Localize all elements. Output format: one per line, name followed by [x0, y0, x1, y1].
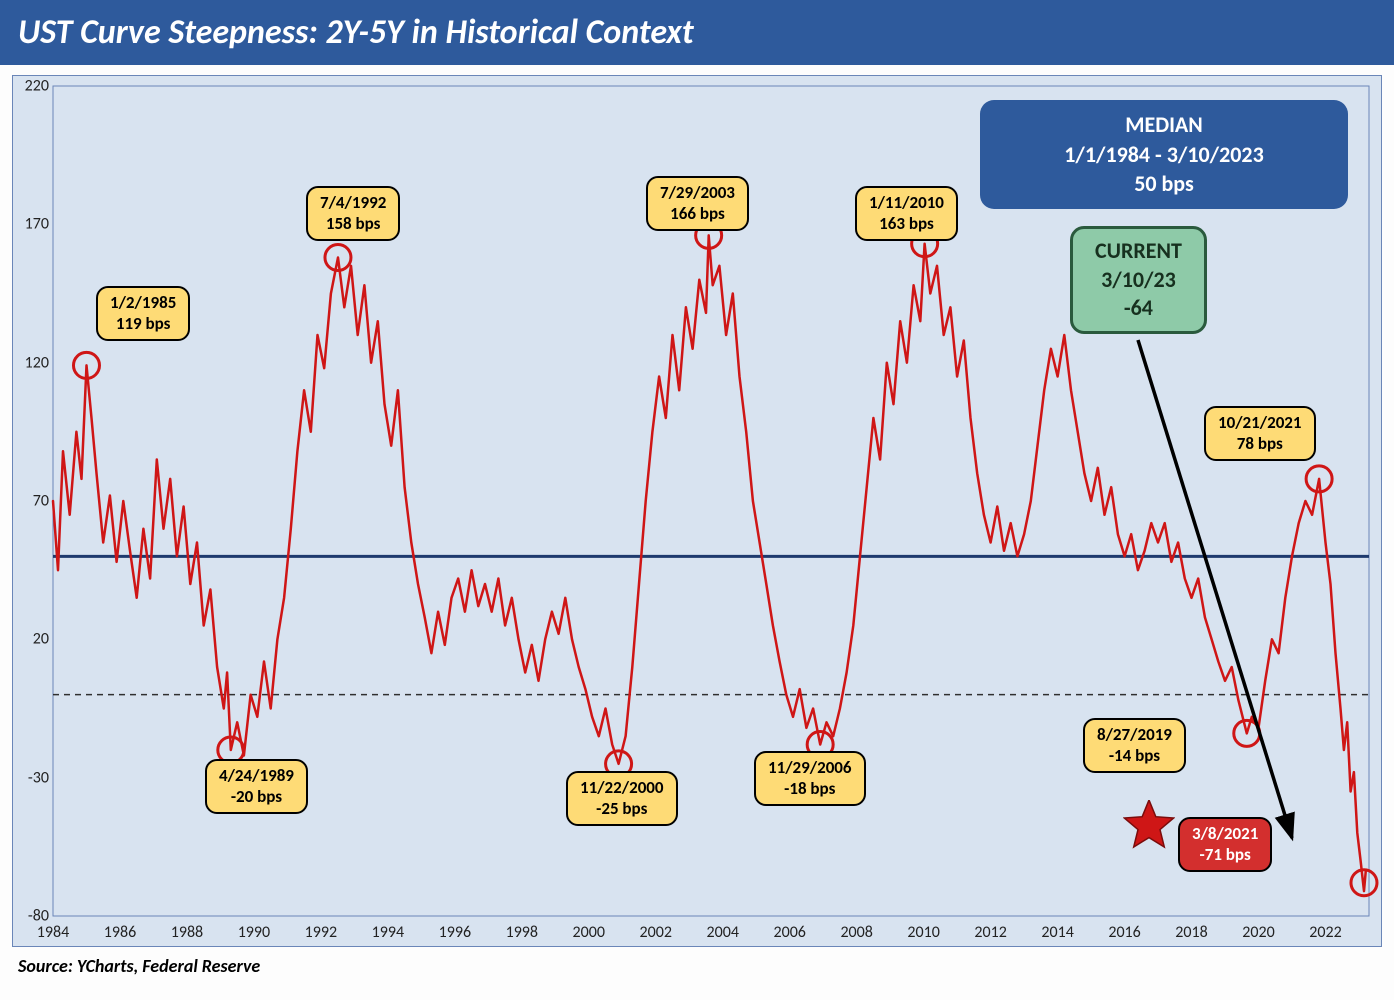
x-axis-tick: 2010 [907, 923, 939, 942]
callout-label: 7/4/1992158 bps [306, 186, 400, 241]
x-axis-tick: 1998 [506, 923, 538, 942]
x-axis-tick: 2022 [1309, 923, 1341, 942]
x-axis-tick: 1984 [37, 923, 69, 942]
x-axis-tick: 1996 [439, 923, 471, 942]
y-axis-tick: -30 [15, 768, 49, 787]
callout-label: 11/22/2000-25 bps [566, 771, 678, 826]
source-footer: Source: YCharts, Federal Reserve [18, 955, 1376, 977]
y-axis-tick: 120 [15, 353, 49, 372]
callout-label: 10/21/202178 bps [1204, 406, 1316, 461]
chart-title: UST Curve Steepness: 2Y-5Y in Historical… [0, 0, 1394, 65]
y-axis-tick: 70 [15, 492, 49, 511]
plot-area: -80-302070120170220198419861988199019921… [53, 86, 1369, 916]
x-axis-tick: 1994 [372, 923, 404, 942]
x-axis-tick: 2000 [573, 923, 605, 942]
callout-label: 7/29/2003166 bps [646, 176, 749, 231]
x-axis-tick: 2020 [1242, 923, 1274, 942]
callout-label: 8/27/2019-14 bps [1083, 718, 1186, 773]
y-axis-tick: 220 [15, 77, 49, 96]
callout-label: 11/29/2006-18 bps [754, 751, 866, 806]
median-box: MEDIAN1/1/1984 - 3/10/202350 bps [980, 100, 1348, 209]
x-axis-tick: 1988 [171, 923, 203, 942]
x-axis-tick: 2004 [707, 923, 739, 942]
x-axis-tick: 2008 [840, 923, 872, 942]
current-box: CURRENT3/10/23-64 [1070, 226, 1207, 334]
x-axis-tick: 2016 [1108, 923, 1140, 942]
callout-label: 4/24/1989-20 bps [205, 759, 308, 814]
y-axis-tick: 20 [15, 630, 49, 649]
x-axis-tick: 2012 [974, 923, 1006, 942]
x-axis-tick: 2002 [640, 923, 672, 942]
callout-label: 1/11/2010163 bps [855, 186, 958, 241]
callout-label: 3/8/2021-71 bps [1178, 817, 1272, 872]
y-axis-tick: 170 [15, 215, 49, 234]
x-axis-tick: 1992 [305, 923, 337, 942]
x-axis-tick: 2006 [773, 923, 805, 942]
x-axis-tick: 1986 [104, 923, 136, 942]
x-axis-tick: 1990 [238, 923, 270, 942]
chart-container: -80-302070120170220198419861988199019921… [12, 75, 1382, 947]
x-axis-tick: 2014 [1041, 923, 1073, 942]
callout-label: 1/2/1985119 bps [96, 286, 190, 341]
x-axis-tick: 2018 [1175, 923, 1207, 942]
star-icon [1123, 800, 1175, 852]
